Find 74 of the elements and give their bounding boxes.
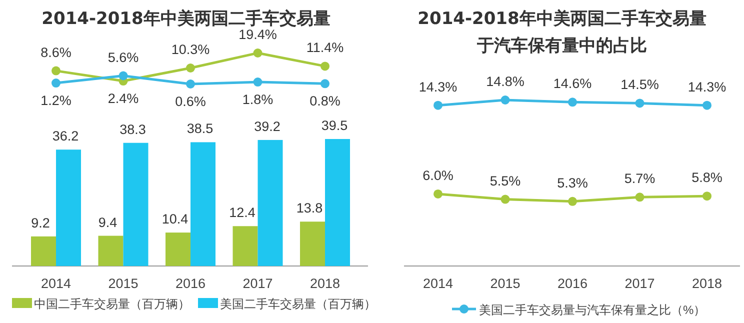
- point: [118, 71, 128, 80]
- data-label: 12.4: [229, 205, 256, 220]
- data-label: 38.5: [186, 121, 214, 136]
- bar: [123, 142, 148, 266]
- data-label: 38.3: [120, 122, 146, 137]
- data-label: 0.8%: [310, 94, 340, 109]
- point: [568, 196, 577, 206]
- data-label: 36.2: [52, 128, 79, 144]
- bar: [190, 142, 216, 266]
- point: [702, 100, 712, 110]
- point: [186, 80, 195, 88]
- data-label: 1.8%: [242, 92, 274, 108]
- data-label: 5.7%: [624, 171, 656, 186]
- data-label: 19.4%: [238, 27, 277, 42]
- bar: [166, 232, 190, 266]
- x-tick-label: 2014: [422, 276, 454, 291]
- data-label: 6.0%: [422, 168, 454, 183]
- data-label: 14.6%: [553, 76, 592, 92]
- data-label: 13.8: [296, 200, 323, 216]
- data-label: 10.4: [162, 212, 189, 227]
- data-label: 2.4%: [108, 91, 139, 106]
- data-label: 39.5: [321, 118, 348, 133]
- data-label: 10.3%: [171, 42, 210, 58]
- data-label: 14.3%: [418, 79, 458, 94]
- point: [500, 96, 510, 104]
- data-label: 14.5%: [620, 77, 659, 92]
- point: [253, 48, 262, 58]
- data-label: 5.5%: [490, 173, 521, 188]
- point: [52, 66, 60, 76]
- x-tick-label: 2016: [175, 276, 206, 291]
- point: [253, 78, 262, 87]
- point: [320, 79, 330, 88]
- point: [186, 64, 195, 73]
- x-tick-label: 2015: [490, 276, 520, 291]
- bar: [56, 150, 81, 266]
- legend-label: 美国二手车交易量与汽车保有量之比（%）: [479, 303, 706, 317]
- bar: [31, 236, 56, 266]
- bar: [98, 236, 124, 266]
- point: [500, 194, 510, 204]
- legend-label: 中国二手车交易量（百万辆）: [34, 297, 190, 311]
- x-tick-label: 2017: [242, 276, 273, 291]
- data-label: 11.4%: [306, 40, 344, 56]
- legend-label: 美国二手车交易量（百万辆）: [220, 297, 376, 311]
- data-label: 5.8%: [692, 170, 722, 186]
- data-label: 0.6%: [175, 94, 206, 109]
- data-label: 5.3%: [557, 175, 588, 190]
- point: [635, 192, 644, 202]
- bar: [325, 139, 350, 266]
- data-label: 14.8%: [486, 74, 524, 89]
- data-label: 8.6%: [40, 44, 72, 60]
- bar: [232, 226, 258, 266]
- x-tick-label: 2015: [108, 276, 138, 291]
- point: [635, 98, 644, 108]
- point: [434, 189, 442, 198]
- bar: [300, 222, 325, 266]
- chart-title: 2014-2018年中美两国二手车交易量于汽车保有量中的占比: [416, 8, 708, 58]
- bar: [258, 140, 283, 266]
- x-tick-label: 2018: [310, 276, 340, 291]
- data-label: 39.2: [254, 118, 280, 134]
- data-label: 9.4: [98, 214, 118, 230]
- data-label: 14.3%: [688, 79, 726, 94]
- point: [702, 192, 712, 201]
- chart-title: 2014-2018年中美两国二手车交易量: [40, 8, 332, 30]
- x-tick-label: 2016: [557, 276, 588, 291]
- point: [568, 98, 577, 107]
- x-tick-label: 2014: [40, 276, 72, 291]
- data-label: 5.6%: [108, 50, 139, 65]
- point: [434, 100, 442, 110]
- data-label: 1.2%: [40, 93, 72, 108]
- point: [52, 78, 60, 88]
- point: [320, 62, 330, 71]
- x-tick-label: 2018: [692, 276, 722, 291]
- data-label: 9.2: [31, 215, 50, 230]
- x-tick-label: 2017: [624, 276, 655, 291]
